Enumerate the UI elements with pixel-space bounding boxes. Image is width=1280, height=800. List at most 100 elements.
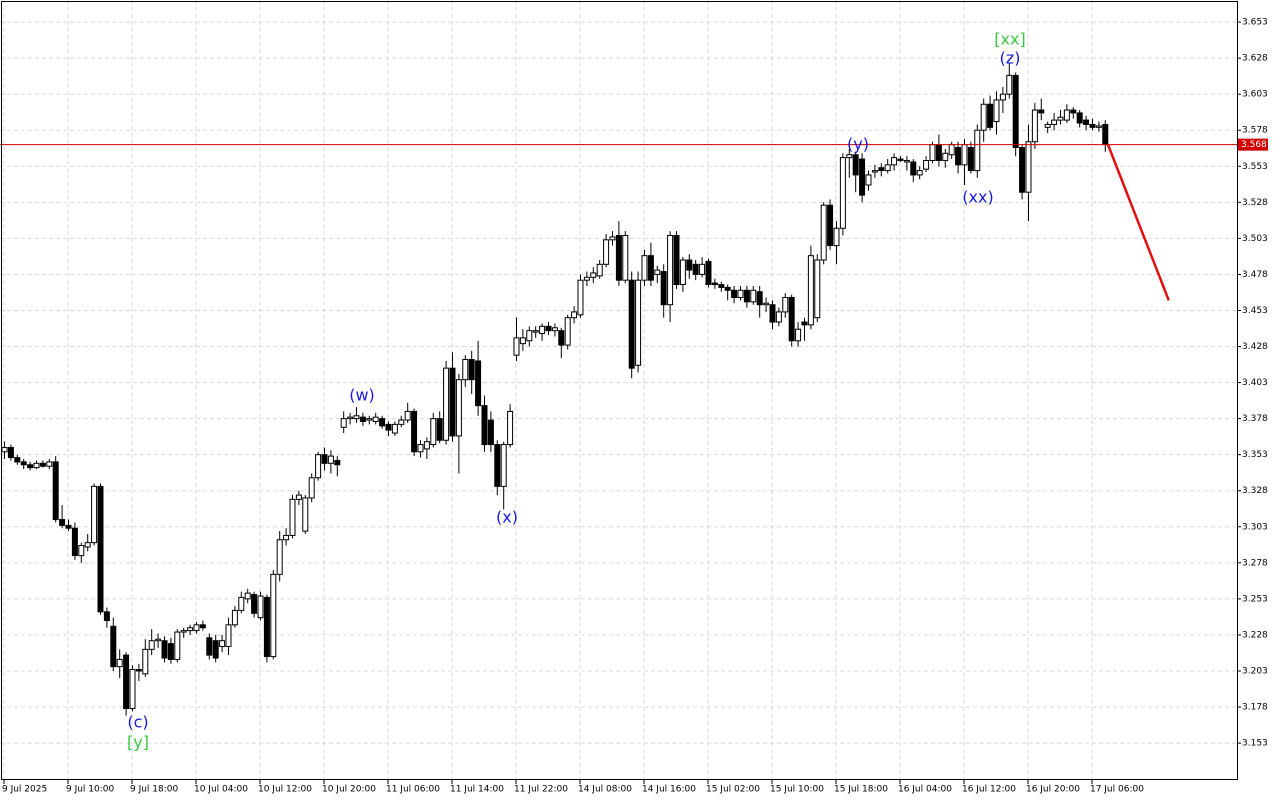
- candle-body: [987, 103, 994, 128]
- candle-body: [430, 418, 437, 446]
- candle-body: [167, 643, 174, 660]
- candle-body: [327, 455, 334, 464]
- candle-body: [59, 519, 66, 526]
- candle-body: [974, 129, 981, 172]
- candle-body: [756, 291, 763, 306]
- candle-body: [39, 462, 46, 467]
- candle-body: [743, 289, 750, 303]
- candle-body: [359, 416, 366, 423]
- candle-body: [1025, 141, 1032, 193]
- x-tick-label: 14 Jul 08:00: [578, 785, 632, 795]
- candle-body: [660, 271, 667, 306]
- candle-body: [180, 630, 187, 633]
- candle-body: [692, 263, 699, 275]
- candle-body: [705, 260, 712, 286]
- x-tick-label: 15 Jul 02:00: [706, 785, 760, 795]
- candle-body: [571, 311, 578, 319]
- wave-label: (xx): [962, 188, 993, 207]
- candle-body: [391, 423, 398, 434]
- candle-body: [276, 539, 283, 575]
- candle-body: [833, 227, 840, 247]
- candle-body: [545, 325, 552, 332]
- candle-body: [967, 147, 974, 172]
- candle-body: [91, 485, 98, 544]
- wave-label: (c): [127, 713, 148, 732]
- candle-body: [1102, 123, 1109, 146]
- y-tick-label: 3.303: [1242, 522, 1268, 532]
- candle-body: [961, 144, 968, 166]
- candle-body: [929, 144, 936, 161]
- candle-body: [206, 637, 213, 656]
- candle-body: [513, 337, 520, 356]
- wave-label: (x): [496, 508, 518, 527]
- x-tick-label: 10 Jul 12:00: [258, 785, 312, 795]
- candle-body: [372, 416, 379, 423]
- y-tick-label: 3.228: [1242, 630, 1268, 640]
- candle-body: [993, 99, 1000, 123]
- candle-body: [635, 279, 642, 366]
- candle-body: [609, 236, 616, 241]
- x-tick-label: 16 Jul 12:00: [962, 785, 1016, 795]
- current-price-box: [1238, 138, 1268, 151]
- candle-body: [1063, 109, 1070, 121]
- candle-body: [1051, 119, 1058, 125]
- candle-body: [1083, 119, 1090, 125]
- y-tick-label: 3.378: [1242, 414, 1268, 424]
- candle-body: [852, 154, 859, 176]
- candle-body: [622, 234, 629, 281]
- candle-body: [583, 276, 590, 281]
- y-tick-label: 3.628: [1242, 54, 1268, 64]
- candle-body: [443, 367, 450, 441]
- candle-body: [916, 170, 923, 176]
- candle-body: [884, 164, 891, 172]
- y-tick-label: 3.428: [1242, 342, 1268, 352]
- candle-body: [942, 152, 949, 161]
- x-tick-label: 14 Jul 16:00: [642, 785, 696, 795]
- candle-body: [231, 609, 238, 626]
- y-tick-label: 3.653: [1242, 18, 1268, 28]
- candle-body: [142, 648, 149, 675]
- candle-body: [801, 321, 808, 326]
- candle-body: [116, 658, 123, 668]
- candle-body: [865, 174, 872, 186]
- current-price-label: 3.568: [1241, 140, 1267, 150]
- candle-body: [859, 158, 866, 196]
- candle-body: [379, 418, 386, 427]
- candle-body: [462, 359, 469, 381]
- candle-body: [78, 545, 85, 557]
- candle-body: [174, 631, 181, 660]
- candle-body: [1038, 109, 1045, 114]
- y-tick-label: 3.603: [1242, 90, 1268, 100]
- candle-body: [820, 204, 827, 261]
- candle-body: [891, 157, 898, 166]
- y-tick-label: 3.328: [1242, 486, 1268, 496]
- candle-body: [699, 263, 706, 275]
- x-tick-label: 15 Jul 18:00: [834, 785, 888, 795]
- candle-body: [878, 167, 885, 172]
- y-tick-label: 3.178: [1242, 703, 1268, 713]
- candle-body: [302, 497, 309, 532]
- x-tick-label: 9 Jul 10:00: [66, 785, 115, 795]
- y-tick-label: 3.353: [1242, 450, 1268, 460]
- x-tick-label: 9 Jul 2025: [2, 785, 47, 795]
- wave-label: (z): [1000, 49, 1021, 68]
- candle-body: [641, 255, 648, 281]
- candle-body: [955, 147, 962, 166]
- candle-body: [27, 464, 34, 469]
- candle-body: [539, 325, 546, 335]
- y-tick-label: 3.253: [1242, 594, 1268, 604]
- candle-body: [455, 379, 462, 437]
- candle-body: [827, 204, 834, 247]
- candle-body: [404, 410, 411, 421]
- candle-body: [673, 234, 680, 286]
- wave-label: (y): [847, 135, 869, 154]
- x-tick-label: 9 Jul 18:00: [130, 785, 179, 795]
- candle-body: [564, 317, 571, 346]
- candle-body: [449, 367, 456, 437]
- candle-body: [353, 415, 360, 420]
- candle-body: [398, 419, 405, 425]
- candle-body: [155, 638, 162, 642]
- wave-label: [xx]: [994, 30, 1025, 49]
